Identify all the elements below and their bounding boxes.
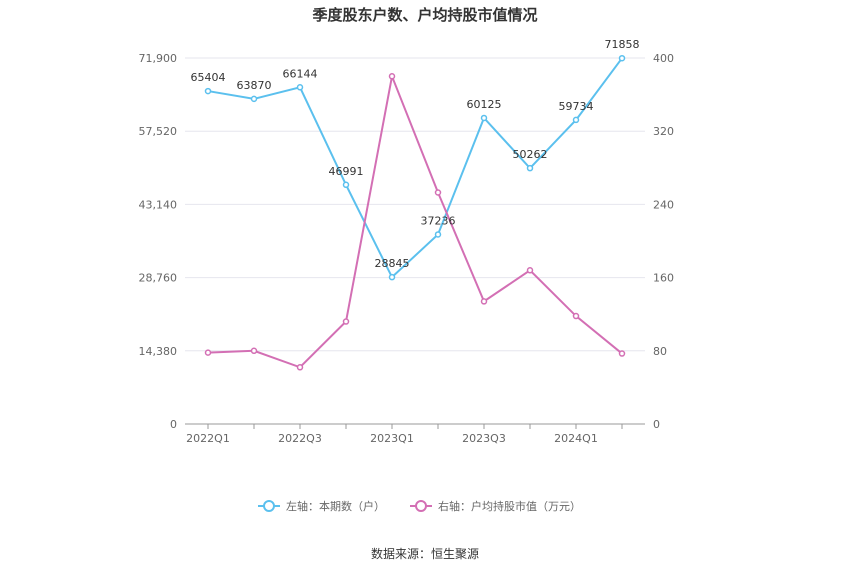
right-axis-tick-label: 400 [653,52,674,65]
series-lines [207,57,623,369]
data-point [572,116,580,124]
data-point [250,95,258,103]
legend-label: 右轴：户均持股市值（万元） [438,499,581,513]
data-point [342,318,350,325]
left-axis-tick-label: 14,380 [139,345,178,358]
left-axis-tick-label: 71,900 [139,52,178,65]
data-point [480,114,488,122]
data-point [434,189,442,196]
x-axis-tick-label: 2022Q1 [186,432,230,445]
x-axis-tick-label: 2023Q1 [370,432,414,445]
right-axis-tick-label: 0 [653,418,660,431]
grid-lines [185,57,645,352]
data-point [434,231,442,238]
data-label: 65404 [191,71,226,84]
data-point [296,364,304,371]
data-point [526,164,534,172]
x-axis-tick-label: 2022Q3 [278,432,322,445]
data-point [480,298,488,305]
data-point [296,84,304,91]
data-point [250,347,258,355]
data-label: 71858 [605,38,640,51]
data-point [388,273,396,281]
right-axis-tick-label: 160 [653,272,674,285]
data-point [526,267,534,274]
data-label: 59734 [559,100,594,113]
right-axis-tick-label: 240 [653,198,674,211]
left-axis-tick-label: 43,140 [139,198,178,211]
left-axis-tick-label: 28,760 [139,272,178,285]
data-labels: 65404 63870 66144 46991 28845 37236 60125 50262… [191,38,640,270]
data-label: 46991 [329,165,364,178]
data-label: 63870 [237,79,272,92]
chart-title: 季度股东户数、户均持股市值情况 [312,6,538,24]
axes: 0 0 14,380 80 28,760 160 43,140 240 57,520 320 71,… [139,52,675,445]
left-axis-tick-label: 57,520 [139,125,178,138]
data-point [618,54,626,62]
legend-marker-icon [415,500,427,512]
data-point [618,350,626,357]
x-axis-tick-label: 2024Q1 [554,432,598,445]
legend: 左轴：本期数（户） 右轴：户均持股市值（万元） [258,499,581,513]
data-label: 37236 [421,214,456,227]
data-label: 28845 [375,257,410,270]
series-line-holders [207,57,623,279]
data-source: 数据来源：恒生聚源 [370,547,479,561]
right-axis-tick-label: 320 [653,125,674,138]
left-axis-tick-label: 0 [170,418,177,431]
data-point [572,312,580,320]
right-axis-tick-label: 80 [653,345,667,358]
data-point [342,181,350,189]
data-label: 50262 [513,148,548,161]
data-label: 60125 [467,98,502,111]
data-point [388,73,396,80]
legend-label: 左轴：本期数（户） [286,499,385,513]
legend-item: 左轴：本期数（户） [258,499,385,513]
data-point [204,349,212,356]
data-point [204,87,212,95]
series-points [204,54,626,371]
x-axis-tick-label: 2023Q3 [462,432,506,445]
series-line-avg-market-value [207,72,623,369]
legend-item: 右轴：户均持股市值（万元） [410,499,581,513]
legend-marker-icon [263,500,275,512]
data-label: 66144 [283,67,318,80]
